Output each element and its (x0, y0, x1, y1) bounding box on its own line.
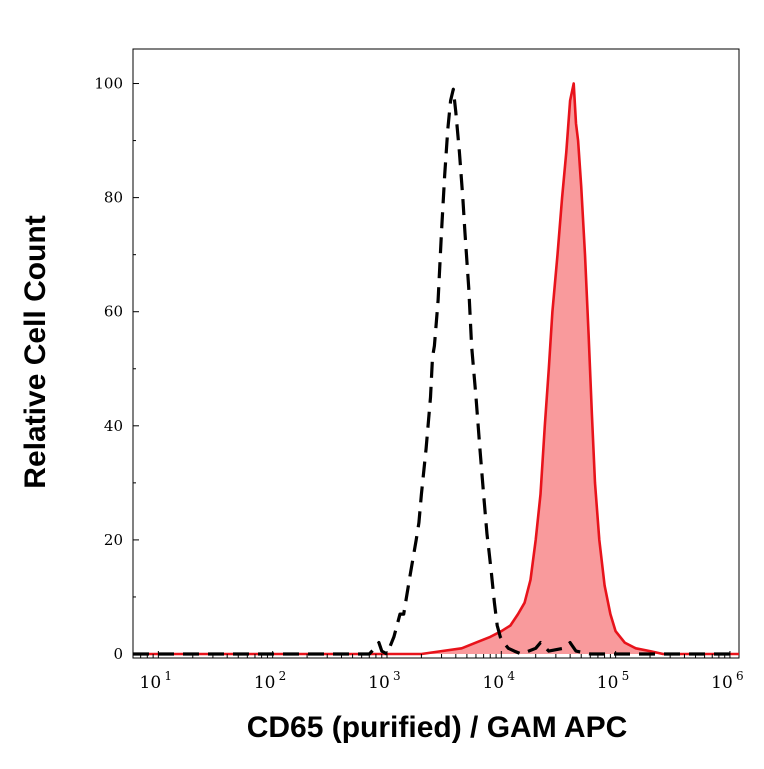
x-tick-label: 10 (482, 673, 504, 693)
series-layer (133, 82, 739, 656)
x-axis-title: CD65 (purified) / GAM APC (247, 711, 628, 744)
y-tick-label: 60 (104, 303, 123, 321)
x-tick-label: 10 (140, 673, 162, 693)
series-line-dashed (133, 87, 739, 656)
x-axis: 10 1 10 2 10 3 10 4 10 5 10 6 (132, 651, 744, 693)
y-tick-label: 40 (104, 417, 123, 435)
y-axis-title: Relative Cell Count (19, 215, 52, 488)
plot-frame (132, 48, 740, 659)
x-tick-label: 10 (368, 673, 390, 693)
y-tick-label: 80 (104, 189, 123, 207)
x-tick-label: 10 (254, 673, 276, 693)
x-tick-exponent: 3 (393, 669, 401, 683)
series-line-solid (133, 82, 739, 656)
series-area-solid (133, 83, 739, 654)
y-tick-label: 100 (94, 75, 123, 93)
x-tick-exponent: 2 (279, 669, 287, 683)
x-tick-label: 10 (597, 673, 619, 693)
x-tick-label: 10 (711, 673, 733, 693)
y-axis: 0 20 40 60 80 100 (94, 75, 139, 663)
x-tick-exponent: 4 (507, 669, 515, 683)
y-tick-label: 0 (113, 645, 123, 663)
x-tick-exponent: 6 (736, 669, 744, 683)
y-tick-label: 20 (104, 531, 123, 549)
x-tick-exponent: 5 (622, 669, 630, 683)
x-tick-exponent: 1 (164, 669, 172, 683)
